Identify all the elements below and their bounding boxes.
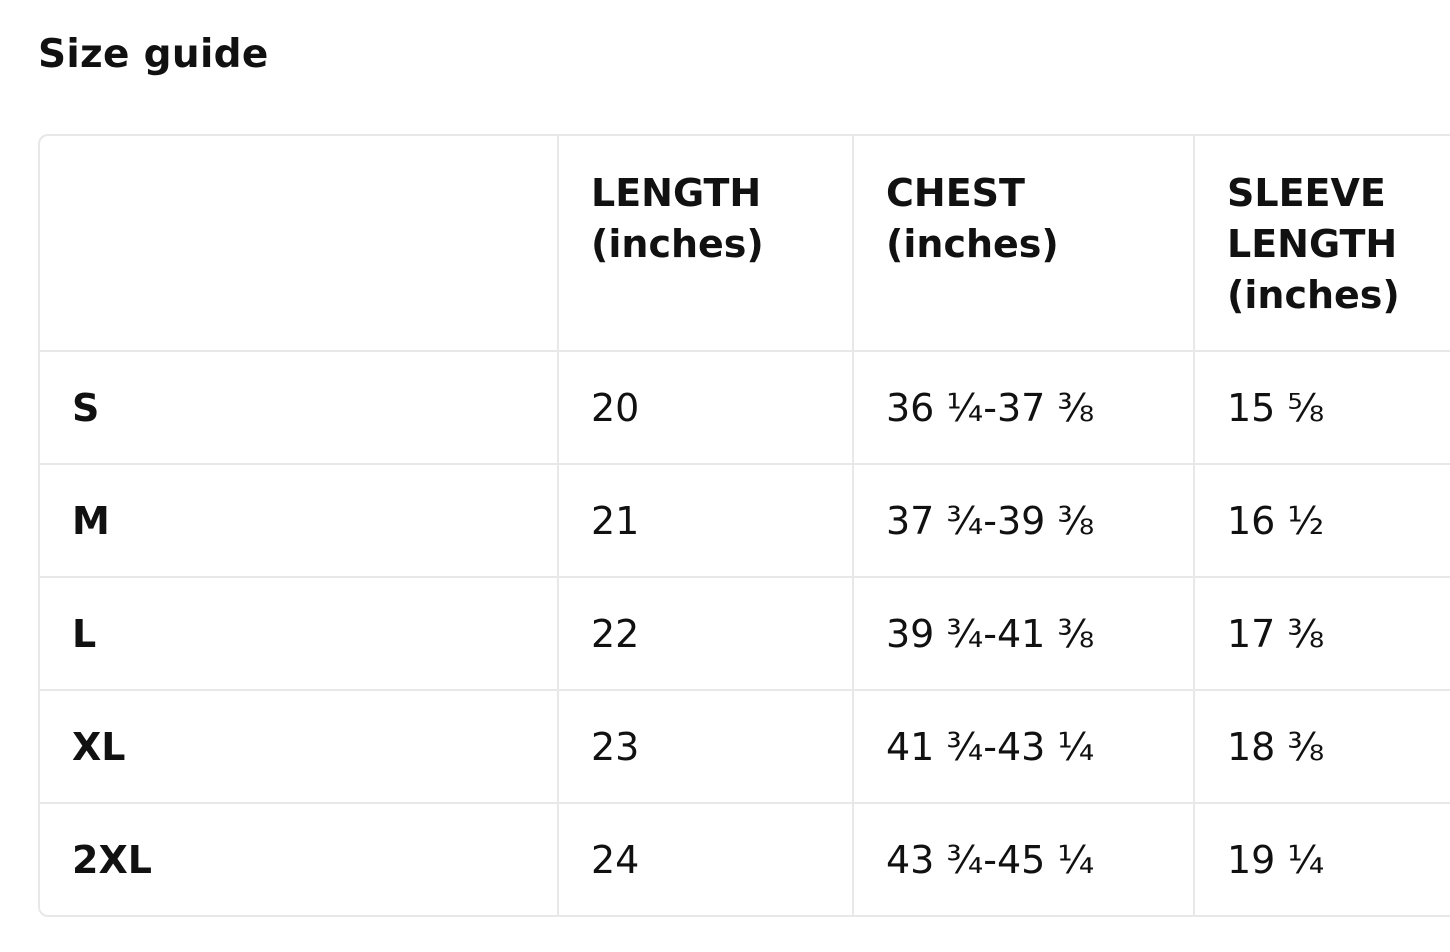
chest-cell: 39 ¾-41 ⅜ xyxy=(853,577,1195,691)
size-cell: L xyxy=(40,577,559,691)
header-sleeve-length: SLEEVE LENGTH (inches) xyxy=(1194,136,1450,352)
length-cell: 24 xyxy=(558,803,854,915)
table-row: L 22 39 ¾-41 ⅜ 17 ⅜ xyxy=(40,577,1450,691)
chest-cell: 41 ¾-43 ¼ xyxy=(853,690,1195,804)
table-row: XL 23 41 ¾-43 ¼ 18 ⅜ xyxy=(40,690,1450,804)
size-cell: 2XL xyxy=(40,803,559,915)
header-chest: CHEST (inches) xyxy=(853,136,1195,352)
header-length: LENGTH (inches) xyxy=(558,136,854,352)
sleeve-cell: 16 ½ xyxy=(1194,464,1450,578)
sleeve-cell: 18 ⅜ xyxy=(1194,690,1450,804)
header-row: LENGTH (inches) CHEST (inches) SLEEVE LE… xyxy=(40,136,1450,352)
sleeve-cell: 19 ¼ xyxy=(1194,803,1450,915)
header-size xyxy=(40,136,559,352)
sleeve-cell: 15 ⅝ xyxy=(1194,351,1450,465)
sleeve-cell: 17 ⅜ xyxy=(1194,577,1450,691)
chest-cell: 36 ¼-37 ⅜ xyxy=(853,351,1195,465)
length-cell: 20 xyxy=(558,351,854,465)
table-row: 2XL 24 43 ¾-45 ¼ 19 ¼ xyxy=(40,803,1450,915)
table-row: M 21 37 ¾-39 ⅜ 16 ½ xyxy=(40,464,1450,578)
length-cell: 22 xyxy=(558,577,854,691)
size-cell: M xyxy=(40,464,559,578)
size-cell: S xyxy=(40,351,559,465)
chest-cell: 37 ¾-39 ⅜ xyxy=(853,464,1195,578)
page-title: Size guide xyxy=(38,32,269,77)
size-cell: XL xyxy=(40,690,559,804)
table-row: S 20 36 ¼-37 ⅜ 15 ⅝ xyxy=(40,351,1450,465)
length-cell: 21 xyxy=(558,464,854,578)
length-cell: 23 xyxy=(558,690,854,804)
size-guide-table: LENGTH (inches) CHEST (inches) SLEEVE LE… xyxy=(38,134,1450,917)
chest-cell: 43 ¾-45 ¼ xyxy=(853,803,1195,915)
